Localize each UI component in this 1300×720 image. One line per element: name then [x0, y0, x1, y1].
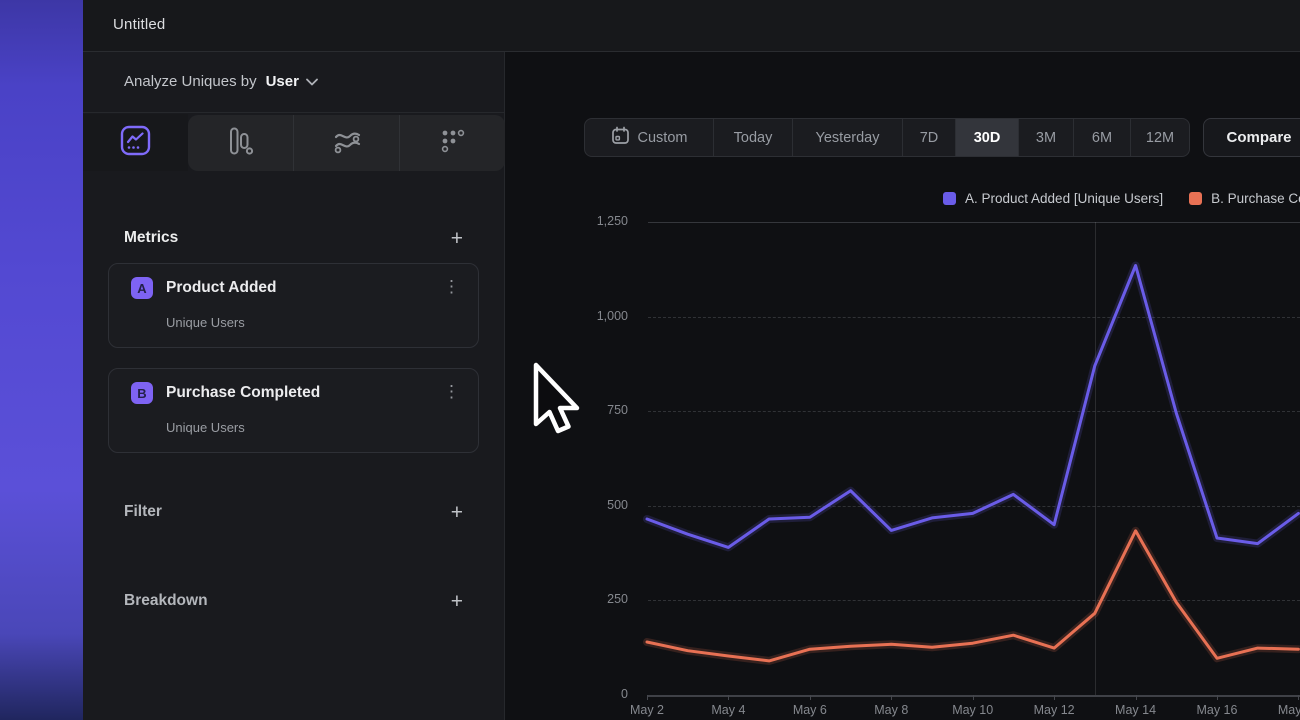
x-axis-tick [1135, 695, 1137, 700]
range-30d-selected[interactable]: 30D [956, 119, 1019, 156]
compare-button[interactable]: Compare [1203, 118, 1300, 157]
funnel-bars-icon [227, 127, 254, 160]
metrics-title: Metrics [124, 229, 179, 246]
metric-a-measurement[interactable]: Unique Users [166, 315, 245, 330]
calendar-icon [611, 126, 630, 149]
y-gridline-250 [648, 600, 1300, 602]
metric-card-b[interactable]: B Purchase Completed ⋮ Unique Users [108, 368, 479, 453]
left-gradient-strip [0, 0, 83, 720]
dots-grid-icon [440, 128, 466, 159]
range-12m[interactable]: 12M [1145, 129, 1175, 146]
x-axis-tick [1298, 695, 1300, 700]
tab-funnels[interactable] [188, 115, 294, 171]
x-axis-label: May 8 [874, 703, 909, 717]
x-axis-label: May 10 [952, 703, 994, 717]
kebab-menu-icon[interactable]: ⋮ [443, 382, 460, 401]
add-breakdown-button[interactable]: + [450, 589, 463, 613]
filter-header: Filter + [124, 492, 463, 532]
legend-item-a[interactable]: A. Product Added [Unique Users] [943, 191, 1163, 206]
x-axis-label: May 6 [792, 703, 827, 717]
tab-flows[interactable] [294, 115, 400, 171]
x-axis-tick [647, 695, 648, 700]
analyze-by-label: Analyze Uniques by [124, 73, 257, 90]
y-axis-label-250: 250 [607, 592, 628, 607]
x-axis-tick [809, 695, 811, 700]
top-bar: Untitled [83, 0, 1300, 52]
y-axis-label-1250: 1,250 [596, 214, 628, 228]
tab-insights-selected[interactable] [83, 114, 188, 171]
legend-swatch-purple [943, 192, 956, 205]
legend-swatch-orange [1189, 192, 1203, 205]
report-title[interactable]: Untitled [113, 16, 166, 33]
legend-label-a: A. Product Added [Unique Users] [965, 191, 1164, 206]
vertical-gridline [1094, 222, 1097, 695]
y-gridline-500 [648, 505, 1300, 507]
x-axis-tick [972, 695, 974, 700]
metric-a-badge: A [131, 277, 153, 299]
metric-card-a[interactable]: A Product Added ⋮ Unique Users [108, 263, 479, 348]
date-range-control: Custom Today Yesterday 7D 30D 3M 6M 12M [584, 118, 1190, 157]
x-axis-tick [891, 695, 893, 700]
x-axis-label: May 16 [1196, 703, 1238, 717]
y-axis-label-500: 500 [607, 497, 628, 512]
chart-type-tabs [83, 114, 505, 171]
x-axis-label: May 18 [1277, 703, 1300, 717]
legend-label-b: B. Purchase Completed [Unique Users] [1211, 191, 1300, 206]
chevron-down-icon[interactable] [306, 78, 318, 86]
breakdown-title: Breakdown [124, 592, 208, 609]
add-filter-button[interactable]: + [450, 500, 463, 524]
range-3m[interactable]: 3M [1019, 119, 1074, 156]
range-7d[interactable]: 7D [903, 119, 956, 156]
breakdown-header: Breakdown + [124, 581, 463, 621]
metric-a-name: Product Added [166, 279, 277, 296]
x-axis-tick [728, 695, 730, 700]
chart-type-tab-strip [188, 115, 505, 171]
range-yesterday[interactable]: Yesterday [793, 119, 903, 156]
y-gridline-1250 [648, 222, 1300, 223]
range-custom[interactable]: Custom [585, 119, 714, 156]
range-custom-label: Custom [637, 129, 688, 146]
legend-item-b[interactable]: B. Purchase Completed [Unique Users] [1189, 191, 1300, 206]
y-gridline-0 [648, 695, 1300, 697]
metrics-header: Metrics + [124, 218, 463, 258]
query-sidebar: Analyze Uniques by User [83, 52, 505, 720]
analyze-by-row: Analyze Uniques by User [83, 52, 505, 113]
tab-more-charts[interactable] [400, 115, 505, 171]
metric-b-measurement[interactable]: Unique Users [166, 420, 245, 435]
flows-waves-icon [332, 128, 362, 159]
range-6m[interactable]: 6M [1074, 119, 1131, 156]
analyze-by-value-dropdown[interactable]: User [265, 73, 299, 90]
x-axis-label: May 14 [1115, 703, 1157, 717]
y-axis-label-0: 0 [621, 687, 628, 701]
y-axis-label-1000: 1,000 [596, 308, 628, 323]
range-today[interactable]: Today [714, 119, 793, 156]
kebab-menu-icon[interactable]: ⋮ [443, 277, 460, 296]
y-gridline-1000 [648, 316, 1300, 318]
x-axis-tick [1054, 695, 1056, 700]
x-axis-label: May 2 [629, 703, 665, 717]
add-metric-button[interactable]: + [450, 226, 463, 250]
metric-b-badge: B [131, 382, 153, 404]
x-axis-label: May 12 [1033, 703, 1075, 717]
x-axis-label: May 4 [711, 703, 746, 717]
filter-title: Filter [124, 503, 162, 520]
metric-b-name: Purchase Completed [166, 384, 321, 401]
x-axis-tick [1216, 695, 1218, 700]
line-chart-icon [120, 125, 151, 161]
y-axis-label-750: 750 [607, 403, 628, 418]
y-gridline-750 [648, 411, 1300, 413]
chart-legend: A. Product Added [Unique Users] B. Purch… [943, 191, 1300, 206]
